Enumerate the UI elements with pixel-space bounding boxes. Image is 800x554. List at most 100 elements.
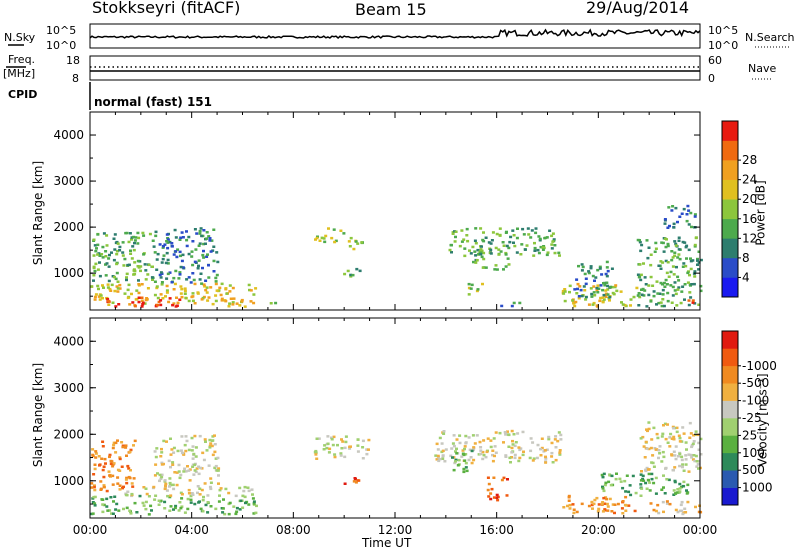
data-cell bbox=[137, 291, 141, 295]
data-cell bbox=[618, 477, 622, 481]
data-cell bbox=[91, 501, 95, 504]
data-cell bbox=[510, 429, 514, 433]
data-cell bbox=[196, 267, 200, 270]
data-cell bbox=[125, 278, 128, 282]
data-cell bbox=[153, 474, 157, 477]
data-cell bbox=[191, 445, 195, 448]
velocity-colorbar-label: 25 bbox=[742, 428, 757, 442]
data-cell bbox=[660, 488, 664, 491]
data-cell bbox=[686, 204, 690, 208]
data-cell bbox=[92, 485, 96, 489]
data-cell bbox=[101, 468, 105, 472]
data-cell bbox=[435, 458, 439, 461]
data-cell bbox=[170, 448, 174, 451]
freq-panel-frame bbox=[89, 55, 701, 81]
data-cell bbox=[122, 507, 125, 511]
data-cell bbox=[489, 439, 493, 442]
power-colorbar-segment bbox=[722, 140, 738, 161]
data-cell bbox=[665, 271, 669, 275]
data-cell bbox=[214, 282, 218, 286]
data-cell bbox=[202, 242, 206, 246]
data-cell bbox=[108, 455, 111, 459]
data-cell bbox=[639, 479, 643, 482]
data-cell bbox=[202, 283, 206, 286]
data-cell bbox=[504, 253, 508, 256]
data-cell bbox=[689, 296, 693, 299]
data-cell bbox=[216, 260, 220, 264]
data-cell bbox=[640, 293, 644, 296]
data-cell bbox=[98, 298, 102, 301]
data-cell bbox=[601, 300, 605, 304]
data-cell bbox=[196, 291, 200, 294]
data-cell bbox=[255, 504, 258, 508]
data-cell bbox=[96, 243, 100, 247]
data-cell bbox=[644, 468, 648, 472]
data-cell bbox=[479, 446, 483, 449]
data-cell bbox=[591, 274, 595, 278]
velocity-colorbar-segment bbox=[722, 452, 738, 471]
data-cell bbox=[243, 485, 247, 489]
data-cell bbox=[450, 447, 454, 450]
data-cell bbox=[158, 273, 162, 277]
data-cell bbox=[505, 494, 509, 497]
xtick-label: 04:00 bbox=[174, 523, 209, 537]
data-cell bbox=[676, 510, 680, 514]
data-cell bbox=[611, 503, 615, 506]
data-cell bbox=[470, 283, 474, 287]
data-cell bbox=[451, 232, 455, 235]
data-cell bbox=[252, 301, 256, 305]
data-cell bbox=[481, 238, 485, 242]
data-cell bbox=[172, 253, 176, 256]
data-cell bbox=[166, 241, 170, 244]
data-cell bbox=[117, 303, 121, 306]
data-cell bbox=[454, 230, 458, 233]
data-cell bbox=[504, 251, 508, 255]
data-cell bbox=[665, 502, 669, 505]
data-cell bbox=[215, 289, 219, 292]
data-cell bbox=[160, 475, 164, 479]
data-cell bbox=[553, 251, 557, 255]
data-cell bbox=[179, 449, 183, 452]
data-cell bbox=[199, 466, 203, 470]
data-cell bbox=[546, 251, 550, 254]
power-scatter-region bbox=[472, 250, 511, 271]
data-cell bbox=[322, 237, 326, 240]
data-cell bbox=[492, 476, 496, 479]
power-colorbar-segment bbox=[722, 179, 738, 200]
data-cell bbox=[458, 441, 462, 445]
data-cell bbox=[189, 281, 193, 284]
data-cell bbox=[254, 511, 258, 515]
data-cell bbox=[228, 302, 232, 305]
data-cell bbox=[102, 503, 106, 507]
data-cell bbox=[97, 287, 100, 291]
data-cell bbox=[114, 508, 118, 511]
freq-tick-low: 8 bbox=[72, 72, 79, 85]
data-cell bbox=[115, 249, 119, 253]
data-cell bbox=[187, 276, 191, 279]
data-cell bbox=[604, 292, 608, 295]
nave-tick-low: 0 bbox=[708, 72, 715, 85]
data-cell bbox=[184, 449, 188, 453]
power-scatter-region bbox=[561, 282, 639, 308]
data-cell bbox=[188, 479, 192, 482]
data-cell bbox=[593, 279, 596, 282]
data-cell bbox=[136, 231, 140, 235]
data-cell bbox=[189, 498, 193, 502]
data-cell bbox=[473, 250, 477, 253]
data-cell bbox=[512, 433, 516, 436]
data-cell bbox=[633, 509, 637, 513]
data-cell bbox=[207, 276, 211, 279]
data-cell bbox=[212, 245, 216, 248]
data-cell bbox=[512, 301, 516, 305]
data-cell bbox=[463, 247, 467, 250]
data-cell bbox=[463, 447, 466, 451]
data-cell bbox=[235, 302, 239, 305]
velocity-colorbar-label: -1000 bbox=[742, 359, 777, 373]
data-cell bbox=[243, 305, 247, 308]
xtick-label: 08:00 bbox=[276, 523, 311, 537]
data-cell bbox=[632, 295, 636, 299]
data-cell bbox=[684, 441, 688, 444]
data-cell bbox=[660, 460, 664, 463]
data-cell bbox=[681, 463, 685, 466]
data-cell bbox=[649, 446, 653, 450]
